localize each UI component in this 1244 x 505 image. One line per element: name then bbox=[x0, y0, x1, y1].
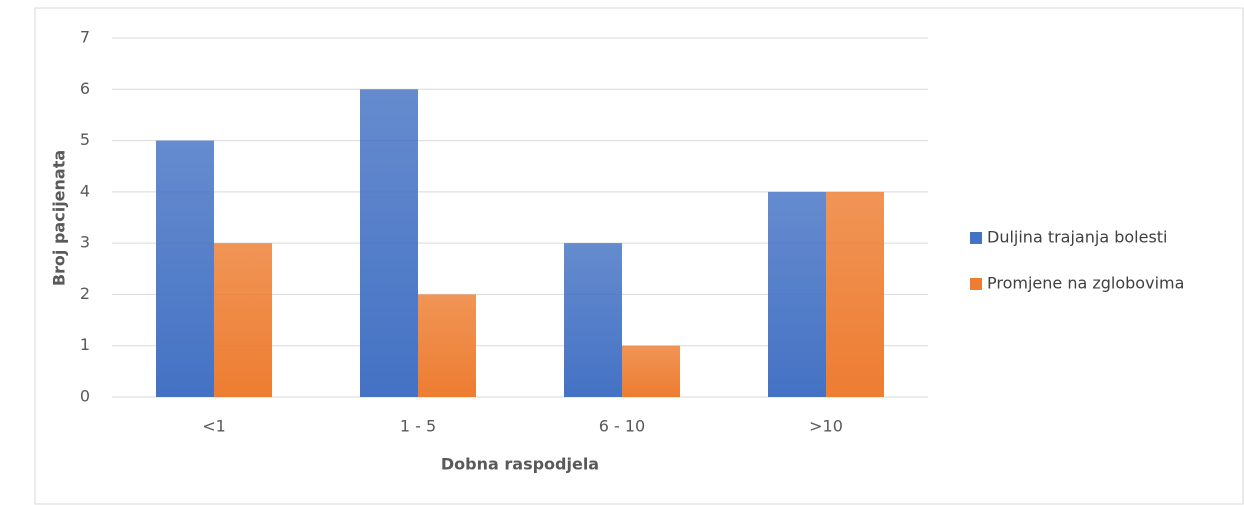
y-tick-label: 3 bbox=[80, 233, 90, 252]
y-axis-title: Broj pacijenata bbox=[50, 150, 69, 286]
bar bbox=[768, 191, 826, 397]
bar bbox=[360, 89, 418, 398]
bar bbox=[826, 191, 884, 397]
legend-label: Promjene na zglobovima bbox=[987, 274, 1184, 293]
y-tick-label: 2 bbox=[80, 284, 90, 303]
x-tick-label: >10 bbox=[809, 417, 843, 436]
bar bbox=[156, 140, 214, 398]
y-tick-label: 4 bbox=[80, 181, 90, 200]
x-tick-label: 1 - 5 bbox=[400, 417, 436, 436]
legend-label: Duljina trajanja bolesti bbox=[987, 228, 1168, 247]
legend-swatch bbox=[970, 232, 982, 244]
y-tick-label: 7 bbox=[80, 28, 90, 47]
x-axis-title: Dobna raspodjela bbox=[441, 455, 599, 474]
y-tick-label: 6 bbox=[80, 79, 90, 98]
bar bbox=[214, 243, 272, 397]
legend-swatch bbox=[970, 278, 982, 290]
y-tick-label: 1 bbox=[80, 335, 90, 354]
bar bbox=[564, 243, 622, 397]
y-tick-label: 0 bbox=[80, 387, 90, 406]
x-tick-label: 6 - 10 bbox=[599, 417, 645, 436]
bar bbox=[622, 345, 680, 397]
y-tick-label: 5 bbox=[80, 130, 90, 149]
bar bbox=[418, 294, 476, 397]
x-tick-label: <1 bbox=[202, 417, 226, 436]
